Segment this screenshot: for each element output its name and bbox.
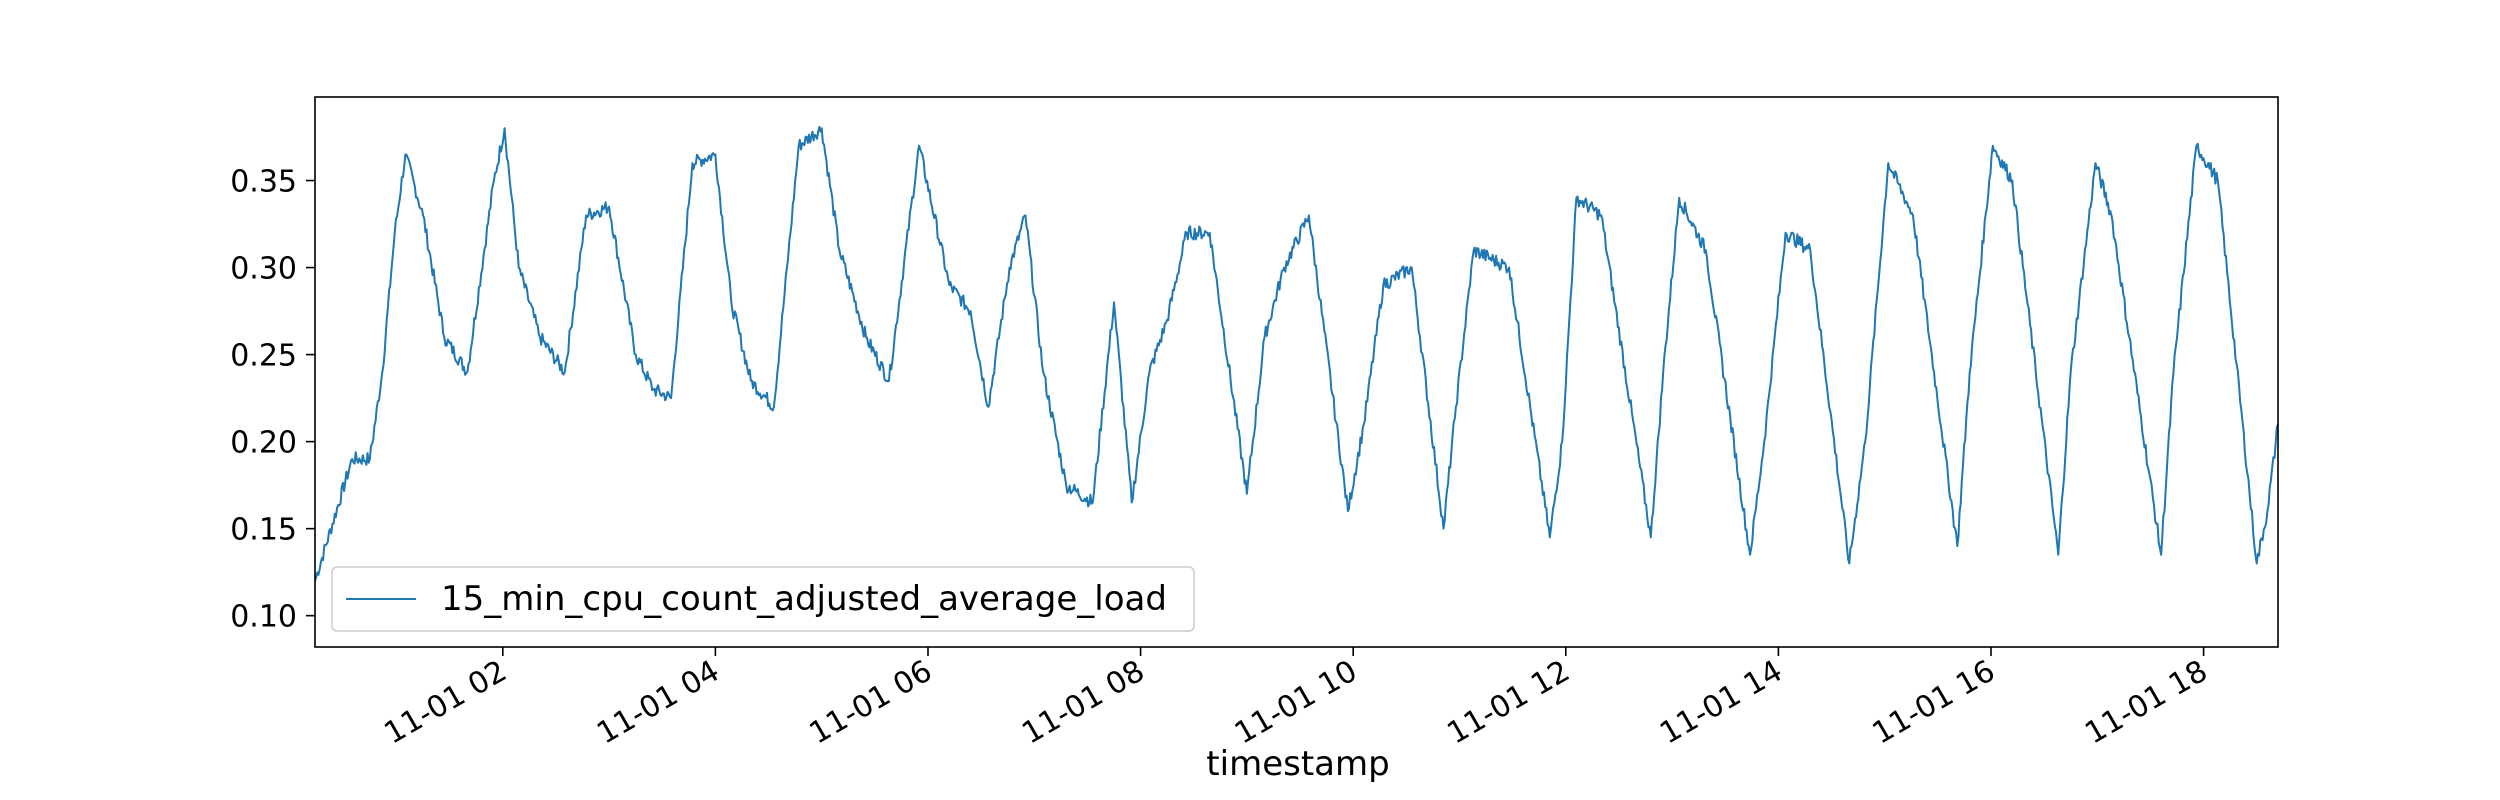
y-tick-label: 0.10	[230, 600, 297, 635]
plot-area	[314, 125, 2279, 582]
x-axis-label: timestamp	[1206, 744, 1389, 784]
legend-box	[331, 566, 1195, 632]
legend: 15_min_cpu_count_adjusted_average_load	[331, 566, 1195, 632]
y-axis: 0.10 0.15 0.20 0.25 0.30 0.35	[230, 165, 315, 635]
y-tick-label: 0.15	[230, 513, 297, 548]
y-tick-label: 0.35	[230, 165, 297, 200]
plot-frame	[314, 96, 2279, 648]
y-tick-label: 0.20	[230, 426, 297, 461]
y-tick-label: 0.25	[230, 339, 297, 374]
legend-label: 15_min_cpu_count_adjusted_average_load	[441, 579, 1167, 619]
series-line	[314, 125, 2279, 582]
y-tick-label: 0.30	[230, 252, 297, 287]
